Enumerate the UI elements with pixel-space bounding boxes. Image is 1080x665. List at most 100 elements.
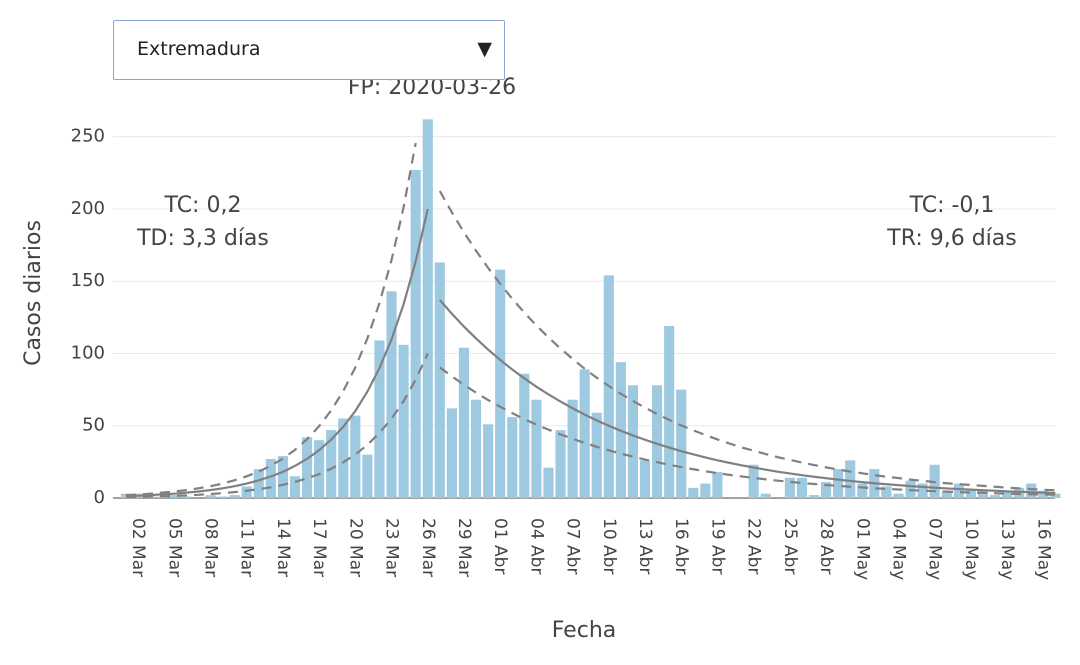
bar (833, 469, 844, 498)
bar (664, 326, 675, 498)
bar (567, 399, 578, 498)
bar (639, 460, 651, 498)
bar (760, 493, 771, 498)
x-tick-label: 01 May (852, 518, 872, 580)
bar (495, 269, 506, 498)
x-tick-label: 25 Abr (780, 518, 800, 574)
x-tick-label: 07 Abr (563, 518, 583, 574)
bar (893, 493, 904, 498)
x-tick-label: 13 May (997, 518, 1017, 580)
bar (289, 476, 301, 498)
bar (1002, 490, 1013, 498)
bar (1026, 483, 1037, 498)
x-tick-label: 29 Mar (454, 518, 474, 577)
bar (265, 458, 276, 498)
bar (543, 467, 554, 498)
bar (977, 490, 989, 498)
bar (507, 417, 518, 498)
bar (446, 408, 457, 498)
y-tick-label: 150 (71, 270, 105, 291)
fit-line (438, 299, 1056, 495)
x-tick-label: 23 Mar (382, 518, 402, 577)
x-tick-label: 17 Mar (309, 518, 329, 577)
bar (326, 430, 337, 498)
fit-line (125, 208, 429, 498)
bar (917, 483, 928, 498)
y-tick-label: 50 (82, 415, 105, 436)
x-tick-label: 16 May (1033, 518, 1053, 580)
bar (700, 483, 711, 498)
x-axis-title: Fecha (552, 618, 617, 643)
bar (965, 489, 976, 498)
bar (434, 262, 445, 498)
bar (579, 369, 590, 498)
x-tick-label: 01 Abr (490, 518, 510, 574)
bar (519, 373, 530, 498)
annotation: TC: -0,1 (909, 193, 995, 218)
annotation: TR: 9,6 días (886, 226, 1016, 251)
bar (796, 477, 807, 498)
bar (410, 169, 421, 498)
bar (748, 464, 759, 498)
bar (169, 495, 180, 498)
x-tick-label: 10 May (961, 518, 981, 580)
annotation: TC: 0,2 (164, 193, 242, 218)
bar (301, 437, 313, 498)
y-tick-label: 250 (71, 126, 105, 147)
x-tick-label: 20 Mar (345, 518, 365, 577)
bar (422, 119, 433, 498)
x-tick-label: 04 May (888, 518, 908, 580)
bar (374, 340, 385, 498)
bar (857, 483, 868, 498)
dropdown-value: Extremadura (137, 38, 261, 60)
x-tick-label: 11 Mar (237, 518, 257, 577)
bar (483, 424, 494, 498)
x-tick-label: 05 Mar (164, 518, 184, 577)
bar (1050, 493, 1061, 498)
bar (555, 430, 566, 498)
x-tick-label: 16 Abr (671, 518, 691, 574)
bar (712, 471, 723, 498)
bar (362, 454, 373, 498)
bar (205, 495, 216, 498)
bar (241, 486, 252, 498)
x-tick-label: 07 May (925, 518, 945, 580)
y-tick-label: 100 (71, 342, 105, 363)
bar (784, 477, 795, 498)
annotation: TD: 3,3 días (136, 226, 269, 251)
bar (181, 496, 192, 498)
y-tick-label: 200 (71, 198, 105, 219)
bar (676, 389, 687, 498)
bar (941, 490, 952, 498)
x-tick-label: 13 Abr (635, 518, 655, 574)
x-tick-label: 02 Mar (128, 518, 148, 577)
bar (1038, 490, 1049, 498)
bar (989, 495, 1001, 498)
bar (627, 385, 639, 498)
bar (881, 486, 892, 498)
x-tick-label: 10 Abr (599, 518, 619, 574)
region-dropdown[interactable]: Extremadura ▼ (113, 20, 505, 80)
bar (470, 399, 482, 498)
x-tick-label: 14 Mar (273, 518, 293, 577)
x-tick-label: 08 Mar (200, 518, 220, 577)
bar (820, 482, 832, 498)
y-tick-label: 0 (94, 487, 105, 508)
bar (314, 440, 325, 498)
bar (338, 418, 349, 498)
fit-band-line (438, 190, 1056, 492)
bar (277, 456, 288, 498)
x-tick-label: 04 Abr (526, 518, 546, 574)
bar (350, 415, 361, 498)
bar (531, 399, 542, 498)
bar (652, 385, 663, 498)
bar (953, 483, 964, 498)
bar (845, 460, 856, 498)
bar (688, 487, 699, 498)
bar (217, 496, 228, 498)
bar (398, 344, 409, 498)
bar (386, 291, 397, 498)
bar (229, 495, 240, 498)
